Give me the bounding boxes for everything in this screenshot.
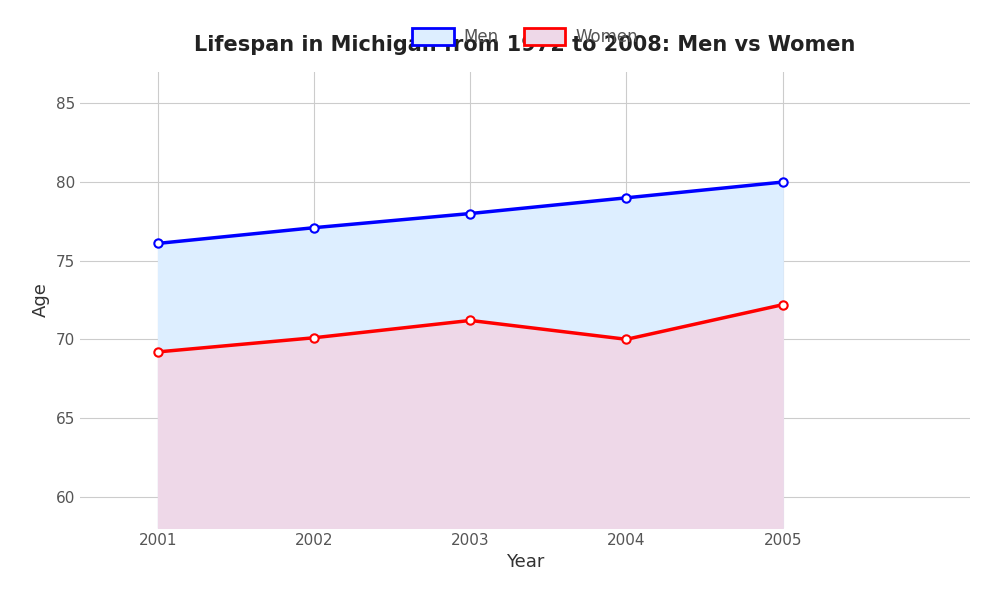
Title: Lifespan in Michigan from 1972 to 2008: Men vs Women: Lifespan in Michigan from 1972 to 2008: … [194,35,856,55]
X-axis label: Year: Year [506,553,544,571]
Y-axis label: Age: Age [32,283,50,317]
Legend: Men, Women: Men, Women [405,21,645,53]
